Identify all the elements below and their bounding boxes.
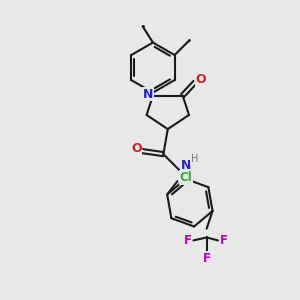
Text: Cl: Cl (179, 171, 192, 184)
Text: H: H (190, 154, 198, 164)
Text: O: O (131, 142, 142, 155)
Text: O: O (196, 73, 206, 86)
Text: F: F (184, 234, 191, 247)
Text: N: N (181, 159, 191, 172)
Text: N: N (142, 88, 153, 100)
Text: F: F (203, 252, 211, 265)
Text: F: F (220, 234, 228, 247)
